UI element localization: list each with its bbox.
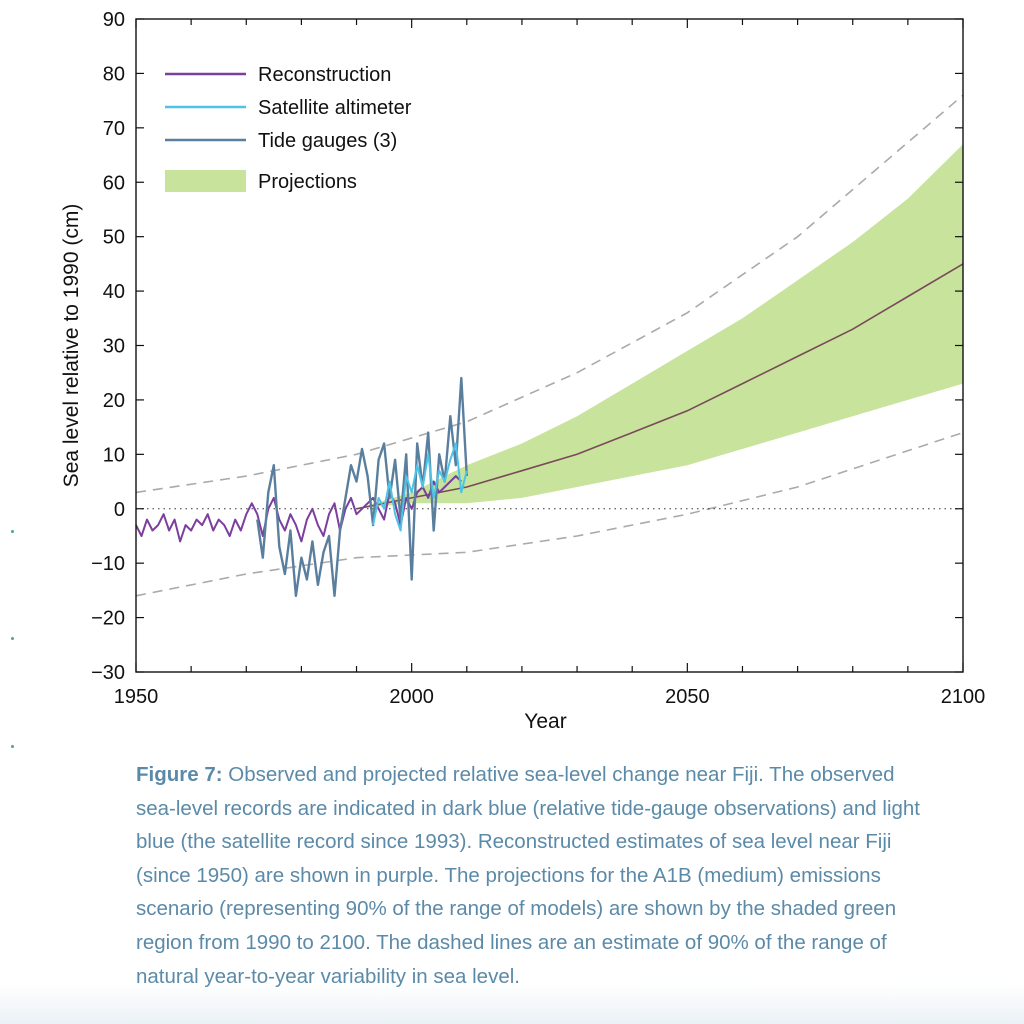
- legend-label-satellite-altimeter: Satellite altimeter: [258, 97, 412, 119]
- caption-text: Observed and projected relative sea-leve…: [136, 763, 920, 988]
- y-tick-label: 10: [103, 444, 125, 466]
- y-tick-label: 80: [103, 63, 125, 85]
- y-axis-title: Sea level relative to 1990 (cm): [60, 204, 83, 488]
- legend-label-reconstruction: Reconstruction: [258, 64, 391, 86]
- y-tick-label: 90: [103, 9, 125, 31]
- variability-lower-bound: [135, 431, 964, 597]
- legend-label-projections: Projections: [258, 171, 357, 193]
- x-tick-label: 2050: [665, 686, 710, 708]
- legend-label-tide-gauges-3: Tide gauges (3): [258, 130, 397, 152]
- x-tick-label: 2100: [941, 686, 986, 708]
- edge-mark: [11, 530, 14, 533]
- edge-mark: [11, 637, 14, 640]
- x-axis-title: Year: [524, 710, 566, 733]
- y-tick-label: 20: [103, 390, 125, 412]
- y-tick-label: 70: [103, 118, 125, 140]
- y-tick-label: 30: [103, 336, 125, 358]
- projection-median-line: [356, 263, 964, 510]
- x-tick-label: 1950: [114, 686, 159, 708]
- satellite-altimeter-line: [372, 442, 468, 532]
- y-tick-label: −30: [91, 662, 125, 684]
- x-tick-label: 2000: [389, 686, 434, 708]
- y-tick-label: 0: [114, 499, 125, 521]
- y-tick-label: −20: [91, 608, 125, 630]
- figure-caption: Figure 7: Observed and projected relativ…: [136, 758, 936, 993]
- sea-level-chart: 1950 2000 2050 2100 −30 −20 −10 0 10 20 30 40 50 60 70…: [60, 9, 986, 733]
- legend-swatch-projections: [165, 170, 246, 192]
- edge-mark: [11, 745, 14, 748]
- y-tick-label: 50: [103, 227, 125, 249]
- y-tick-label: 60: [103, 172, 125, 194]
- caption-label: Figure 7:: [136, 763, 223, 786]
- variability-upper-bound: [135, 94, 964, 494]
- y-tick-label: −10: [91, 553, 125, 575]
- chart-svg: 1950 2000 2050 2100 −30 −20 −10 0 10 20 30 40 50 60 70…: [60, 9, 986, 733]
- tide-gauges-3-line: [256, 376, 468, 597]
- projection-band: [356, 144, 963, 509]
- y-tick-label: 40: [103, 281, 125, 303]
